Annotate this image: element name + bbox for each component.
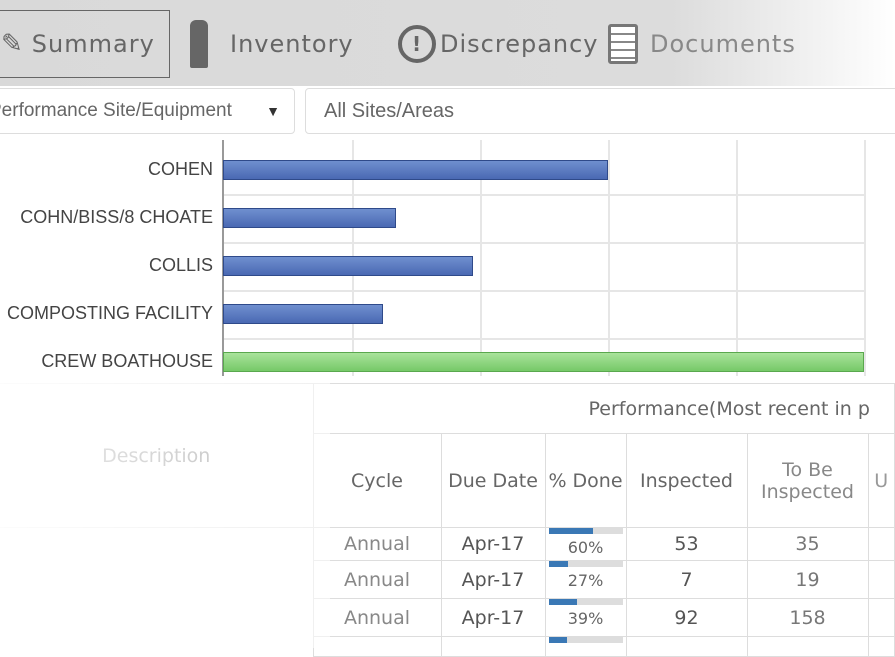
col-description[interactable]: Description [0,383,314,528]
col-cycle[interactable]: Cycle [312,433,442,528]
bar[interactable] [223,160,608,180]
group-header: Performance(Most recent in p [312,383,895,434]
table-row[interactable]: Annual Apr-17 39% 92 158 [0,598,895,637]
bar[interactable] [223,256,473,276]
col-due-date[interactable]: Due Date [440,433,546,528]
inspected-cell: 53 [625,527,748,561]
col-to-be-inspected[interactable]: To Be Inspected [746,433,869,528]
documents-icon [608,24,638,64]
category-label: COMPOSTING FACILITY [6,303,213,323]
due-date-cell: Apr-17 [440,560,546,599]
tab-documents[interactable]: Documents [608,10,796,78]
gridline [608,140,610,376]
cycle-cell: Annual [312,598,442,637]
category-label: CREW BOATHOUSE [41,351,213,371]
u-cell [867,598,895,637]
cycle-cell: Annual [312,560,442,599]
gridline [864,140,866,376]
tab-inventory[interactable]: Inventory [190,10,354,78]
site-input[interactable]: All Sites/Areas [305,88,895,134]
description-cell [0,561,313,599]
tab-bar: ✎ Summary Inventory ! Discrepancy Document… [0,0,895,86]
inspected-cell: 92 [625,598,748,637]
to-be-inspected-cell: 19 [746,560,869,599]
category-label: COLLIS [148,255,213,275]
u-cell [867,560,895,599]
category-label: COHN/BISS/8 CHOATE [20,207,213,227]
fire-extinguisher-icon [190,20,208,68]
gridline [480,140,482,376]
to-be-inspected-cell: 35 [746,527,869,561]
tab-summary[interactable]: ✎ Summary [0,10,170,78]
category-label: COHEN [147,159,213,179]
performance-bar-chart: COHEN COHN/BISS/8 CHOATE COLLIS COMPOSTING … [0,140,895,380]
pct-done-cell: 60% [544,527,627,561]
description-cell [0,599,313,637]
col-pct-done[interactable]: % Done [544,433,627,528]
pct-done-cell: 39% [544,598,627,637]
inspected-cell: 7 [625,560,748,599]
cycle-cell: Annual [312,527,442,561]
due-date-cell: Apr-17 [440,598,546,637]
bar[interactable] [223,352,864,372]
pct-done-cell: 27% [544,560,627,599]
summary-icon: ✎ [1,29,24,59]
to-be-inspected-cell: 158 [746,598,869,637]
performance-table: Description Performance(Most recent in p… [0,383,895,657]
progress-bar [548,599,623,605]
table-row[interactable]: Annual Apr-17 27% 7 19 [0,560,895,599]
progress-bar [548,561,623,567]
bar[interactable] [223,304,384,324]
col-u[interactable]: U [867,433,895,528]
table-row[interactable]: Annual Apr-17 60% 53 35 [0,527,895,561]
due-date-cell: Apr-17 [440,527,546,561]
tab-discrepancy[interactable]: ! Discrepancy [398,10,599,78]
col-inspected[interactable]: Inspected [625,433,748,528]
exclamation-circle-icon: ! [398,25,436,63]
chevron-down-icon: ▼ [266,103,280,119]
bar[interactable] [223,208,397,228]
u-cell [867,527,895,561]
description-cell [0,528,313,561]
progress-bar [548,528,623,534]
report-type-select[interactable]: Performance Site/Equipment ▼ [0,88,295,134]
gridline [736,140,738,376]
